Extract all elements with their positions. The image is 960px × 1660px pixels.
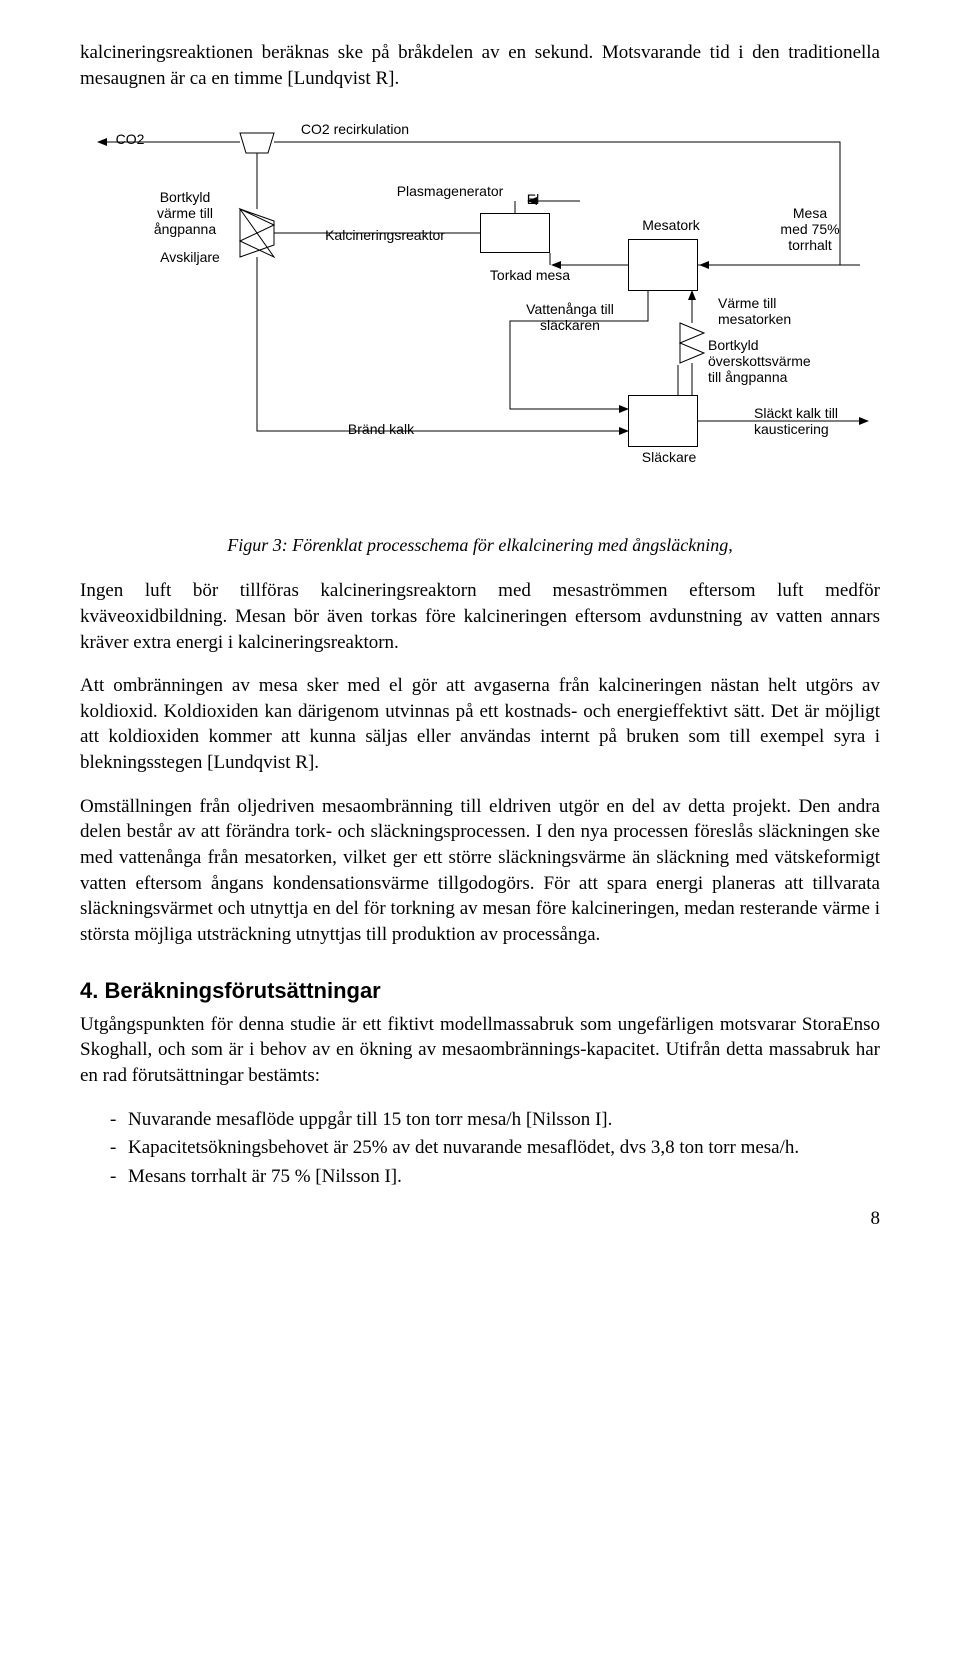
node-mesatork-lbl: Mesatork [636,217,706,233]
node-mesatork-box [628,239,698,291]
node-co2-out: CO2 [100,131,160,147]
node-bortkyld-top: Bortkyld värme till ångpanna [140,189,230,237]
list-item: Nuvarande mesaflöde uppgår till 15 ton t… [110,1107,880,1134]
process-diagram: CO2 CO2 recirkulation Bortkyld värme til… [80,109,880,529]
node-varme-mesa: Värme till mesatorken [718,295,818,327]
node-plasmagen: Plasmagenerator [390,183,510,199]
intro-paragraph: kalcineringsreaktionen beräknas ske på b… [80,40,880,91]
body-para-3: Omställningen från oljedriven mesaombrän… [80,794,880,948]
list-item: Kapacitetsökningsbehovet är 25% av det n… [110,1135,880,1162]
node-el: El [518,191,548,207]
node-mesa75: Mesa med 75% torrhalt [770,205,850,253]
node-avskiljare: Avskiljare [150,249,230,265]
page-number: 8 [80,1208,880,1230]
assumption-list: Nuvarande mesaflöde uppgår till 15 ton t… [80,1107,880,1191]
node-torkad: Torkad mesa [480,267,580,283]
node-vattenanga: Vattenånga till släckaren [510,301,630,333]
page: kalcineringsreaktionen beräknas ske på b… [0,0,960,1270]
body-para-2: Att ombränningen av mesa sker med el gör… [80,673,880,776]
node-kalcreaktor: Kalcineringsreaktor [310,227,460,243]
node-bortkyld-right: Bortkyld överskottsvärme till ångpanna [708,337,838,385]
node-slackare-box [628,395,698,447]
node-slackt-kalk: Släckt kalk till kausticering [754,405,864,437]
section-lead: Utgångspunkten för denna studie är ett f… [80,1012,880,1089]
section-heading: 4. Beräkningsförutsättningar [80,978,880,1004]
body-para-1: Ingen luft bör tillföras kalcineringsrea… [80,578,880,655]
node-co2-recirc: CO2 recirkulation [280,121,430,137]
section-number: 4. [80,978,98,1003]
diagram-caption: Figur 3: Förenklat processchema för elka… [80,535,880,556]
section-title: Beräkningsförutsättningar [104,978,380,1003]
node-slackare-lbl: Släckare [634,449,704,465]
list-item: Mesans torrhalt är 75 % [Nilsson I]. [110,1164,880,1191]
node-brand-kalk: Bränd kalk [336,421,426,437]
node-el-box [480,213,550,253]
